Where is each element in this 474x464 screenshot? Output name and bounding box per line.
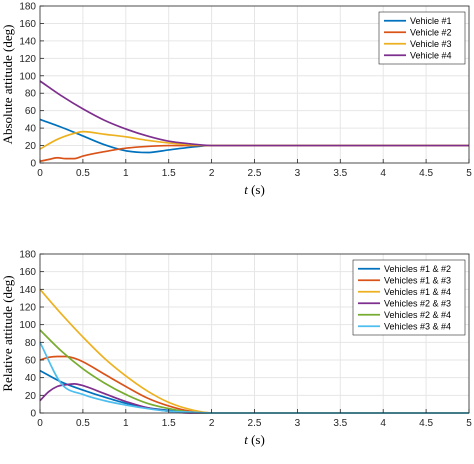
- legend-label: Vehicles #3 & #4: [384, 321, 451, 331]
- x-tick-label: 1.5: [162, 168, 176, 179]
- y-axis-label: Relative attitude (deg): [0, 275, 15, 391]
- legend-label: Vehicles #1 & #2: [384, 264, 451, 274]
- series-line: [39, 80, 469, 147]
- y-tick-label: 100: [19, 71, 36, 82]
- legend-box: [352, 259, 466, 336]
- x-axis-label: t (s): [244, 432, 265, 447]
- y-tick-label: 0: [30, 409, 36, 420]
- x-tick-label: 3: [295, 168, 301, 179]
- x-tick-label: 1.5: [162, 418, 176, 429]
- x-tick-label: 4: [380, 168, 386, 179]
- chart-1: 0 0.5 1 1.5 2 2.5 3 3.5 4 4.5 5 0 20 40 60 80 100 120 140 1…: [0, 2, 472, 198]
- x-tick-label: 0.5: [76, 418, 90, 429]
- y-tick-label: 80: [25, 338, 37, 349]
- y-tick-label: 120: [19, 54, 36, 65]
- y-axis-label: Absolute attitude (deg): [0, 25, 15, 145]
- legend-label: Vehicle #4: [410, 50, 452, 60]
- y-tick-label: 20: [25, 141, 37, 152]
- y-tick-label: 20: [25, 391, 37, 402]
- y-tick-label: 60: [25, 106, 37, 117]
- x-tick-label: 1: [123, 418, 129, 429]
- y-tick-label: 140: [19, 36, 36, 47]
- legend-label: Vehicles #1 & #4: [384, 287, 451, 297]
- y-tick-label: 160: [19, 19, 36, 30]
- y-tick-label: 40: [25, 373, 37, 384]
- legend-label: Vehicle #1: [410, 16, 452, 26]
- legend-label: Vehicles #2 & #3: [384, 298, 451, 308]
- legend-label: Vehicle #2: [410, 27, 452, 37]
- x-tick-label: 2: [209, 418, 215, 429]
- x-tick-label: 2: [209, 168, 215, 179]
- x-tick-label: 5: [466, 418, 472, 429]
- y-tick-label: 120: [19, 303, 36, 314]
- legend-label: Vehicles #2 & #4: [384, 310, 451, 320]
- x-tick-label: 2.5: [248, 168, 262, 179]
- y-tick-label: 40: [25, 124, 37, 135]
- y-tick-label: 80: [25, 89, 37, 100]
- y-tick-label: 60: [25, 356, 37, 367]
- legend-label: Vehicle #3: [410, 39, 452, 49]
- chart-2: 0 0.5 1 1.5 2 2.5 3 3.5 4 4.5 5 0 20 40 60 80 100 120 140 1…: [0, 250, 472, 448]
- x-tick-label: 4.5: [419, 418, 433, 429]
- x-tick-label: 3: [295, 418, 301, 429]
- y-tick-label: 180: [19, 2, 36, 13]
- x-tick-label: 0: [37, 168, 43, 179]
- x-tick-label: 1: [123, 168, 129, 179]
- x-tick-label: 4: [380, 418, 386, 429]
- y-tick-label: 140: [19, 285, 36, 296]
- x-axis-label: t (s): [244, 182, 265, 197]
- x-tick-label: 3.5: [333, 168, 347, 179]
- x-tick-label: 0.5: [76, 168, 90, 179]
- legend-label: Vehicles #1 & #3: [384, 275, 451, 285]
- y-tick-label: 160: [19, 267, 36, 278]
- x-tick-label: 2.5: [248, 418, 262, 429]
- x-tick-label: 4.5: [419, 168, 433, 179]
- y-tick-label: 180: [19, 250, 36, 261]
- x-tick-label: 5: [466, 168, 472, 179]
- y-tick-label: 0: [30, 159, 36, 170]
- y-tick-label: 100: [19, 320, 36, 331]
- x-tick-label: 0: [37, 418, 43, 429]
- x-tick-label: 3.5: [333, 418, 347, 429]
